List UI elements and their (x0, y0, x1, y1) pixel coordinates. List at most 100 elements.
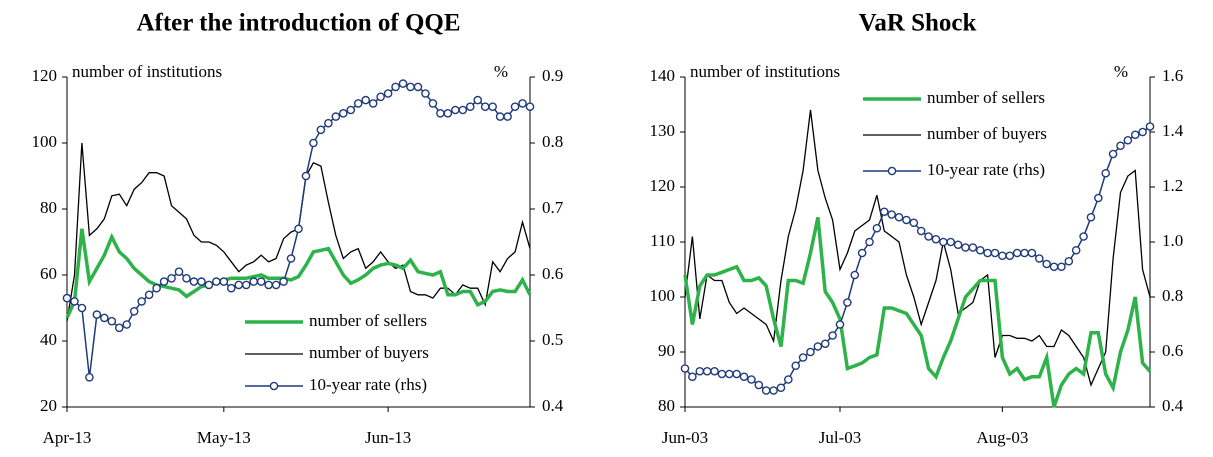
y-axis-label: number of institutions (690, 62, 840, 81)
rate-marker (872, 223, 882, 233)
rate-marker (144, 290, 154, 300)
rate-marker (688, 372, 697, 382)
rate-marker (776, 383, 786, 393)
rate-marker (85, 372, 94, 382)
chart-title: VaR Shock (859, 10, 977, 37)
legend-label: 10-year rate (rhs) (927, 160, 1045, 179)
rate-marker (413, 82, 423, 92)
rate-marker (406, 82, 415, 92)
legend-label: number of buyers (927, 124, 1047, 143)
rate-marker (70, 297, 79, 306)
y-tick-label: 60 (40, 264, 57, 283)
rate-marker (1005, 251, 1015, 261)
rate-marker (865, 237, 874, 247)
rate-marker (857, 248, 867, 258)
rate-marker (204, 280, 214, 290)
rate-marker (197, 277, 206, 286)
rate-marker (924, 232, 933, 241)
rate-marker (256, 277, 266, 286)
rate-marker (916, 226, 926, 236)
y2-tick-label: 0.7 (542, 198, 564, 217)
rate-marker (159, 277, 169, 286)
rate-marker (129, 306, 139, 316)
series-line (683, 216, 1152, 408)
rate-marker (234, 280, 244, 290)
rate-marker (219, 277, 229, 286)
rate-marker (473, 95, 483, 105)
rate-marker (769, 386, 778, 395)
y-axis-label: number of institutions (72, 62, 222, 81)
y2-tick-label: 1.2 (1162, 176, 1183, 195)
rate-marker (798, 353, 808, 362)
rate-marker (503, 112, 512, 121)
rate-marker (294, 224, 303, 234)
rate-marker (990, 248, 1000, 258)
rate-marker (975, 245, 985, 255)
rate-marker (137, 297, 146, 306)
x-tick-label: Aug-03 (976, 428, 1028, 447)
rate-marker (1042, 259, 1051, 269)
rate-marker (346, 105, 356, 115)
rate-marker (100, 313, 109, 323)
rate-marker (428, 99, 438, 108)
rate-marker (939, 237, 948, 247)
rate-marker (747, 375, 756, 384)
y2-tick-label: 0.4 (1162, 396, 1184, 415)
rate-marker (1101, 168, 1111, 178)
rate-marker (1064, 256, 1074, 266)
rate-marker (1027, 248, 1037, 258)
rate-marker (421, 89, 430, 98)
rate-marker (77, 303, 87, 313)
y-tick-label: 80 (40, 198, 57, 217)
rate-marker (458, 105, 468, 115)
rate-marker (702, 366, 712, 376)
rate-marker (226, 283, 236, 293)
legend-label: 10-year rate (rhs) (309, 375, 427, 394)
x-tick-label: May-13 (197, 428, 251, 447)
rate-marker (309, 138, 318, 148)
y2-tick-label: 1.0 (1162, 231, 1183, 250)
y2-tick-label: 1.4 (1162, 121, 1184, 140)
rate-marker (1079, 232, 1088, 241)
rate-marker (436, 109, 445, 118)
rate-marker (695, 366, 705, 376)
chart-title: After the introduction of QQE (136, 10, 460, 37)
y-tick-label: 130 (650, 121, 676, 140)
rate-marker (518, 99, 527, 108)
y2-tick-label: 0.9 (542, 66, 563, 85)
rate-marker (1094, 193, 1103, 203)
rate-marker (998, 251, 1007, 261)
rate-marker (488, 102, 497, 111)
rate-marker (316, 125, 326, 135)
rate-marker (1145, 122, 1155, 131)
rate-marker (361, 95, 371, 105)
rate-marker (286, 254, 296, 263)
legend-label: number of sellers (927, 88, 1045, 107)
y-tick-label: 40 (40, 330, 57, 349)
x-tick-label: Jun-03 (662, 428, 708, 447)
legend-label: number of buyers (309, 343, 429, 362)
rate-marker (887, 210, 896, 219)
rate-marker (1116, 141, 1125, 151)
x-tick-label: Apr-13 (43, 428, 92, 447)
rate-marker (1012, 248, 1022, 258)
rate-marker (894, 212, 904, 222)
rate-marker (264, 280, 273, 290)
rate-marker (828, 331, 837, 340)
rate-marker (806, 347, 815, 357)
rate-marker (480, 102, 490, 111)
rate-marker (717, 369, 727, 379)
rate-marker (1108, 149, 1118, 159)
rate-marker (249, 277, 258, 286)
rate-marker (1049, 262, 1059, 272)
y2-tick-label: 0.8 (1162, 286, 1183, 305)
rate-marker (1071, 245, 1081, 255)
y-tick-label: 90 (658, 341, 675, 360)
rate-marker (902, 215, 911, 225)
rate-marker (813, 342, 823, 351)
rate-marker (107, 316, 117, 326)
rate-marker (1034, 254, 1044, 263)
rate-marker (739, 372, 749, 382)
rate-marker (732, 369, 741, 379)
